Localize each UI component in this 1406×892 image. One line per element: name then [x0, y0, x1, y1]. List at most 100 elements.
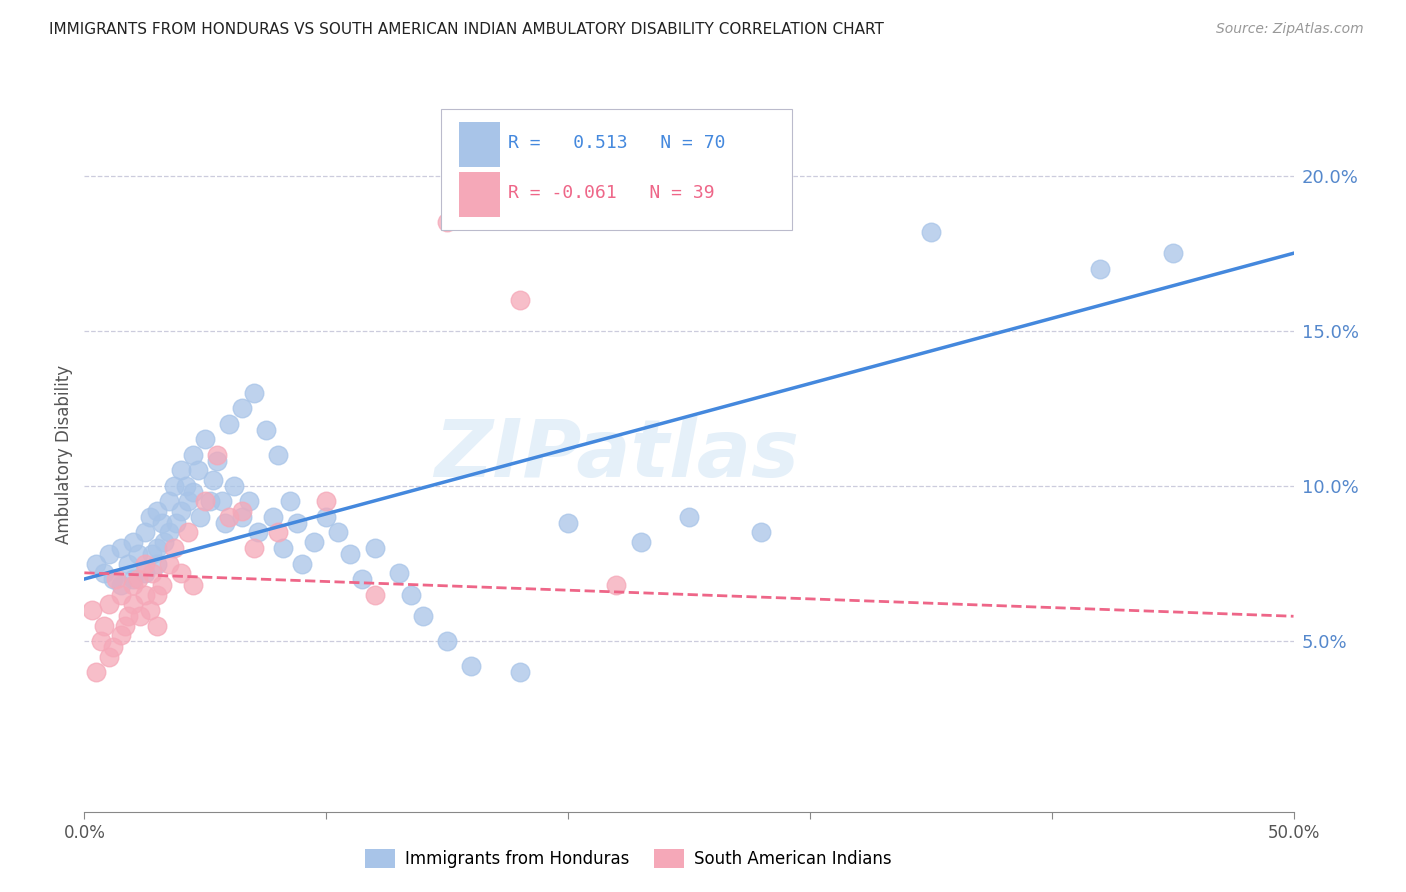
Point [90, 634, 112, 648]
Point [146, 541, 169, 555]
Point [181, 448, 204, 462]
Point [436, 634, 458, 648]
Point [262, 510, 284, 524]
Point [328, 525, 350, 540]
Point [157, 557, 180, 571]
Point [86, 557, 108, 571]
Point [103, 572, 125, 586]
Point [170, 504, 193, 518]
Point [134, 566, 156, 580]
Point [150, 578, 173, 592]
Point [630, 534, 652, 549]
Text: ZIPatlas: ZIPatlas [434, 416, 799, 494]
Point [509, 293, 531, 307]
Point [121, 597, 143, 611]
Point [177, 494, 200, 508]
Point [254, 423, 277, 437]
Point [224, 479, 246, 493]
Point [121, 534, 143, 549]
Point [242, 541, 264, 555]
Point [278, 494, 301, 508]
FancyBboxPatch shape [460, 121, 501, 168]
Point [121, 572, 143, 586]
Point [211, 494, 233, 508]
Text: IMMIGRANTS FROM HONDURAS VS SOUTH AMERICAN INDIAN AMBULATORY DISABILITY CORRELAT: IMMIGRANTS FROM HONDURAS VS SOUTH AMERIC… [49, 22, 884, 37]
Point [271, 541, 294, 555]
Point [207, 454, 229, 468]
Point [751, 525, 773, 540]
Point [231, 510, 253, 524]
Point [97, 597, 120, 611]
Point [110, 578, 132, 592]
Point [146, 588, 169, 602]
Point [267, 525, 290, 540]
Point [127, 547, 149, 561]
Point [146, 557, 169, 571]
Point [121, 578, 143, 592]
Point [605, 578, 627, 592]
Point [80, 603, 103, 617]
Point [165, 516, 187, 531]
Point [231, 401, 253, 416]
Point [181, 578, 204, 592]
Point [134, 588, 156, 602]
Point [93, 566, 115, 580]
Point [315, 494, 337, 508]
Point [678, 510, 700, 524]
Point [141, 566, 163, 580]
Point [207, 448, 229, 462]
Y-axis label: Ambulatory Disability: Ambulatory Disability [55, 366, 73, 544]
Text: R = -0.061   N = 39: R = -0.061 N = 39 [508, 184, 714, 202]
FancyBboxPatch shape [441, 109, 792, 230]
Text: R =   0.513   N = 70: R = 0.513 N = 70 [508, 134, 725, 152]
Point [315, 510, 337, 524]
Point [117, 609, 139, 624]
Point [238, 494, 260, 508]
Point [247, 525, 270, 540]
Point [198, 494, 221, 508]
Point [399, 588, 422, 602]
Point [436, 215, 458, 229]
Point [134, 557, 156, 571]
Point [114, 618, 136, 632]
Point [339, 547, 361, 561]
Point [1161, 246, 1184, 260]
Point [1088, 261, 1111, 276]
Point [174, 479, 197, 493]
Point [352, 572, 374, 586]
Point [412, 609, 434, 624]
Point [285, 516, 308, 531]
Point [194, 433, 217, 447]
Point [117, 557, 139, 571]
Point [153, 534, 176, 549]
Point [231, 504, 253, 518]
Point [127, 572, 149, 586]
Point [163, 479, 186, 493]
Point [177, 525, 200, 540]
Point [129, 609, 152, 624]
Point [103, 640, 125, 655]
Point [157, 494, 180, 508]
Point [150, 516, 173, 531]
Point [509, 665, 531, 679]
Point [163, 541, 186, 555]
Point [201, 473, 224, 487]
Point [218, 417, 240, 431]
Point [194, 494, 217, 508]
Point [110, 541, 132, 555]
Point [388, 566, 411, 580]
FancyBboxPatch shape [460, 171, 501, 218]
Point [214, 516, 236, 531]
Point [291, 557, 314, 571]
Point [170, 463, 193, 477]
Point [146, 618, 169, 632]
Point [920, 225, 942, 239]
Point [97, 649, 120, 664]
Point [134, 525, 156, 540]
Point [302, 534, 325, 549]
Legend: Immigrants from Honduras, South American Indians: Immigrants from Honduras, South American… [359, 842, 898, 875]
Point [242, 385, 264, 400]
Point [363, 541, 385, 555]
Point [267, 448, 290, 462]
Point [141, 547, 163, 561]
